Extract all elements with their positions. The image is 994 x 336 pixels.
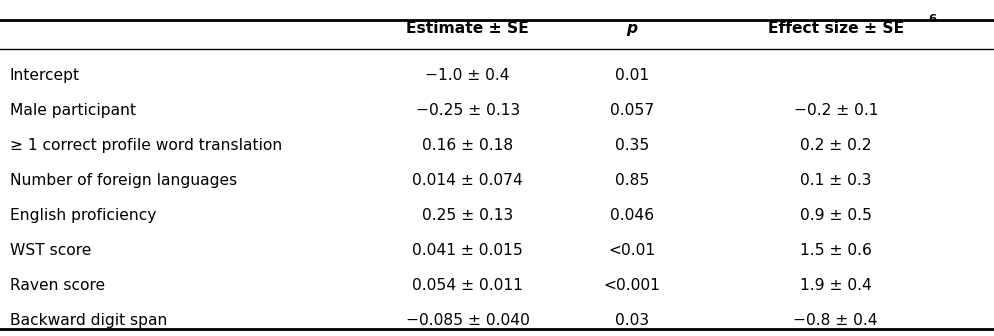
Text: Intercept: Intercept [10, 68, 80, 83]
Text: Effect size ± SE: Effect size ± SE [767, 21, 903, 36]
Text: <0.001: <0.001 [602, 278, 660, 293]
Text: −0.25 ± 0.13: −0.25 ± 0.13 [415, 103, 519, 118]
Text: 0.9 ± 0.5: 0.9 ± 0.5 [799, 208, 871, 223]
Text: Raven score: Raven score [10, 278, 105, 293]
Text: Estimate ± SE: Estimate ± SE [406, 21, 529, 36]
Text: WST score: WST score [10, 243, 91, 258]
Text: 0.046: 0.046 [609, 208, 653, 223]
Text: −1.0 ± 0.4: −1.0 ± 0.4 [424, 68, 510, 83]
Text: −0.2 ± 0.1: −0.2 ± 0.1 [793, 103, 877, 118]
Text: 0.85: 0.85 [614, 173, 648, 188]
Text: −0.8 ± 0.4: −0.8 ± 0.4 [792, 313, 878, 328]
Text: English proficiency: English proficiency [10, 208, 156, 223]
Text: −0.085 ± 0.040: −0.085 ± 0.040 [406, 313, 529, 328]
Text: 6: 6 [927, 14, 935, 24]
Text: 1.5 ± 0.6: 1.5 ± 0.6 [799, 243, 871, 258]
Text: 0.01: 0.01 [614, 68, 648, 83]
Text: 0.1 ± 0.3: 0.1 ± 0.3 [799, 173, 871, 188]
Text: 0.014 ± 0.074: 0.014 ± 0.074 [412, 173, 523, 188]
Text: 1.9 ± 0.4: 1.9 ± 0.4 [799, 278, 871, 293]
Text: Male participant: Male participant [10, 103, 136, 118]
Text: 0.16 ± 0.18: 0.16 ± 0.18 [421, 138, 513, 153]
Text: p: p [625, 21, 637, 36]
Text: Backward digit span: Backward digit span [10, 313, 167, 328]
Text: <0.01: <0.01 [607, 243, 655, 258]
Text: 0.2 ± 0.2: 0.2 ± 0.2 [799, 138, 871, 153]
Text: Number of foreign languages: Number of foreign languages [10, 173, 237, 188]
Text: 0.03: 0.03 [614, 313, 648, 328]
Text: 0.041 ± 0.015: 0.041 ± 0.015 [412, 243, 523, 258]
Text: 0.35: 0.35 [614, 138, 648, 153]
Text: ≥ 1 correct profile word translation: ≥ 1 correct profile word translation [10, 138, 282, 153]
Text: 0.057: 0.057 [609, 103, 653, 118]
Text: 0.25 ± 0.13: 0.25 ± 0.13 [421, 208, 513, 223]
Text: 0.054 ± 0.011: 0.054 ± 0.011 [412, 278, 523, 293]
